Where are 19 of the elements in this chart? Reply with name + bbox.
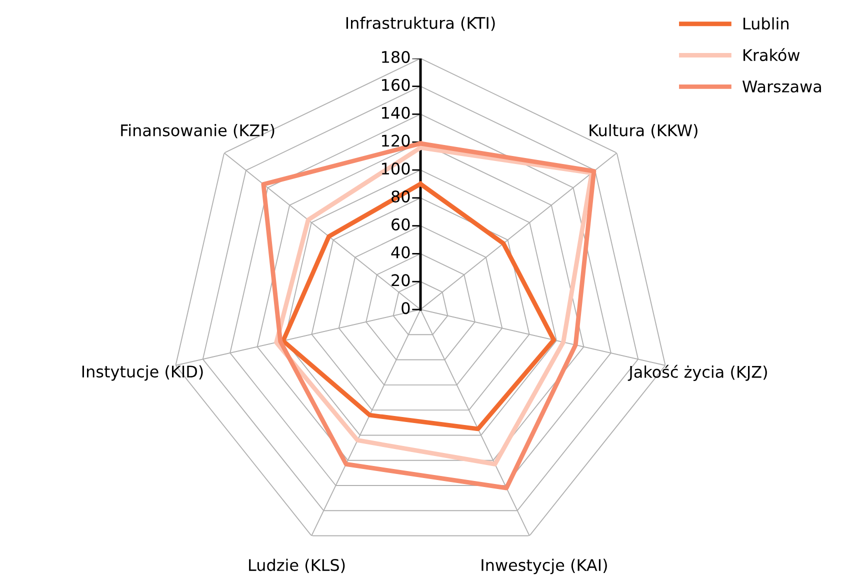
y-tick-label: 140 (382, 106, 410, 119)
spoke-label: Kultura (KKW) (590, 124, 698, 138)
y-tick-label: 180 (382, 50, 410, 64)
legend-label: Lublin (744, 17, 788, 30)
legend-label: Warszawa (742, 80, 821, 93)
y-tick-label: 60 (392, 218, 410, 230)
y-tick-label: 40 (391, 246, 410, 258)
legend-label: Kraków (744, 48, 800, 62)
y-tick-label: 120 (382, 134, 410, 147)
spoke-label: Instytucje (KID) (82, 365, 203, 381)
spoke-label: Finansowanie (KZF) (121, 124, 274, 138)
spoke-label: Ludzie (KLS) (249, 558, 345, 573)
spoke-label: Inwestycje (KAI) (482, 558, 607, 574)
y-tick-label: 100 (382, 162, 410, 175)
y-tick-label: 20 (392, 274, 410, 286)
spoke-label: Jakość życia (KJZ) (628, 364, 767, 382)
y-tick-label: 160 (382, 78, 410, 91)
spoke-label: Infrastruktura (KTI) (346, 16, 495, 31)
y-tick-label: 0 (402, 302, 410, 314)
